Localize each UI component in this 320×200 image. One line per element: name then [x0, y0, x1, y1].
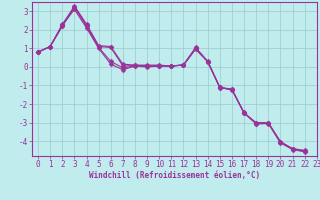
X-axis label: Windchill (Refroidissement éolien,°C): Windchill (Refroidissement éolien,°C) [89, 171, 260, 180]
